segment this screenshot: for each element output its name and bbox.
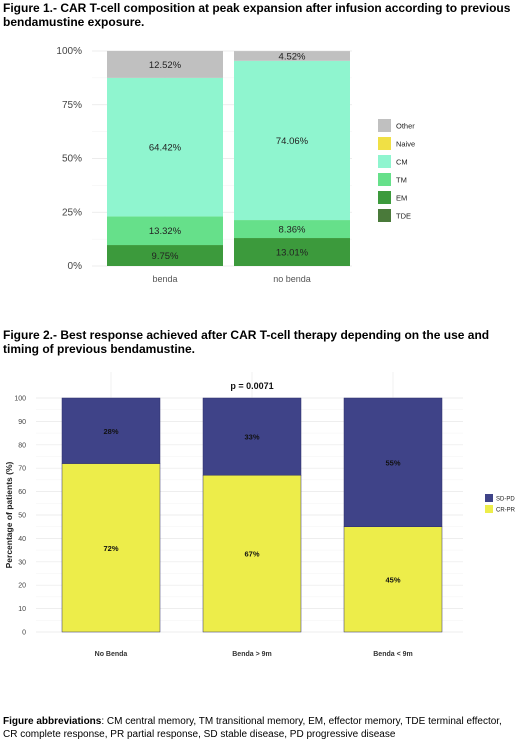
bar-segment-other <box>107 50 223 78</box>
x-tick-label: Benda > 9m <box>232 651 272 658</box>
abbreviations-heading: Figure abbreviations <box>3 716 102 727</box>
bar-segment-em <box>234 238 350 266</box>
data-label: 4.52% <box>279 51 306 62</box>
legend-swatch-sd-pd <box>485 494 493 502</box>
legend-swatch-naive <box>378 137 391 150</box>
x-tick-label: no benda <box>273 274 311 284</box>
data-label: 13.01% <box>276 248 309 259</box>
legend-label: Naive <box>396 140 415 149</box>
y-tick-label: 20 <box>18 583 26 590</box>
legend-label: TM <box>396 176 407 185</box>
y-tick-label: 75% <box>62 100 82 111</box>
legend-swatch-tde <box>378 209 391 222</box>
data-label: 12.52% <box>149 60 182 71</box>
data-label: 33% <box>244 433 259 442</box>
legend-swatch-em <box>378 191 391 204</box>
data-label: 72% <box>103 544 118 553</box>
y-tick-label: 0% <box>68 261 83 272</box>
y-tick-label: 60 <box>18 489 26 496</box>
legend-swatch-other <box>378 119 391 132</box>
x-tick-label: No Benda <box>95 651 128 658</box>
data-label: 67% <box>244 550 259 559</box>
y-tick-label: 30 <box>18 559 26 566</box>
y-tick-label: 80 <box>18 442 26 449</box>
legend-label: EM <box>396 194 407 203</box>
y-tick-label: 90 <box>18 419 26 426</box>
y-axis-title: Percentage of patients (%) <box>4 461 14 568</box>
y-tick-label: 50% <box>62 154 82 165</box>
legend-label: CR-PR <box>496 508 516 514</box>
legend-label: Other <box>396 122 415 131</box>
abbreviations-text: : CM central memory, TM transitional mem… <box>3 716 502 740</box>
y-tick-label: 100% <box>56 46 82 57</box>
y-tick-label: 100 <box>14 396 26 403</box>
data-label: 8.36% <box>279 225 306 236</box>
bar-segment-sd-pd <box>61 397 161 464</box>
data-label: 74.06% <box>276 136 309 147</box>
legend-label: CM <box>396 158 408 167</box>
y-tick-label: 25% <box>62 207 82 218</box>
bar-segment-other <box>234 51 350 61</box>
legend-swatch-tm <box>378 173 391 186</box>
legend-label: TDE <box>396 212 411 221</box>
y-tick-label: 70 <box>18 466 26 473</box>
x-tick-label: benda <box>152 274 177 284</box>
legend-swatch-cr-pr <box>485 505 493 513</box>
bar-segment-sd-pd <box>202 397 302 476</box>
y-tick-label: 10 <box>18 606 26 613</box>
x-tick-label: Benda < 9m <box>373 651 413 658</box>
y-tick-label: 40 <box>18 536 26 543</box>
bar-segment-em <box>107 245 223 266</box>
data-label: 28% <box>103 427 118 436</box>
figure-abbreviations: Figure abbreviations: CM central memory,… <box>3 715 517 741</box>
y-tick-label: 0 <box>22 630 26 637</box>
bar-segment-cr-pr <box>202 474 302 633</box>
figure2-chart: 0 10 20 30 40 50 60 70 80 90 100 72% 28% No Benda 67% 3… <box>4 372 516 658</box>
data-label: 45% <box>385 575 400 584</box>
legend-label: SD-PD <box>496 497 515 503</box>
bar-segment-cm <box>234 60 350 221</box>
p-value-annotation: p = 0.0071 <box>230 381 273 391</box>
data-label: 55% <box>385 458 400 467</box>
bar-segment-cm <box>107 77 223 217</box>
legend-swatch-cm <box>378 155 391 168</box>
bar-segment-tm <box>107 216 223 246</box>
data-label: 9.75% <box>152 251 179 262</box>
bar-segment-cr-pr <box>61 463 161 633</box>
data-label: 13.32% <box>149 226 182 237</box>
figure1-title: Figure 1.- CAR T-cell composition at pea… <box>3 1 511 29</box>
figure1-chart: 0% 25% 50% 75% 100% 9.75% 13.32% 64.42% 12.52% be… <box>56 46 415 284</box>
figure2-title: Figure 2.- Best response achieved after … <box>3 328 490 356</box>
bar-segment-sd-pd <box>343 397 443 527</box>
data-label: 64.42% <box>149 143 182 154</box>
bar-segment-tm <box>234 220 350 239</box>
y-tick-label: 50 <box>18 513 26 520</box>
bar-segment-cr-pr <box>343 526 443 633</box>
